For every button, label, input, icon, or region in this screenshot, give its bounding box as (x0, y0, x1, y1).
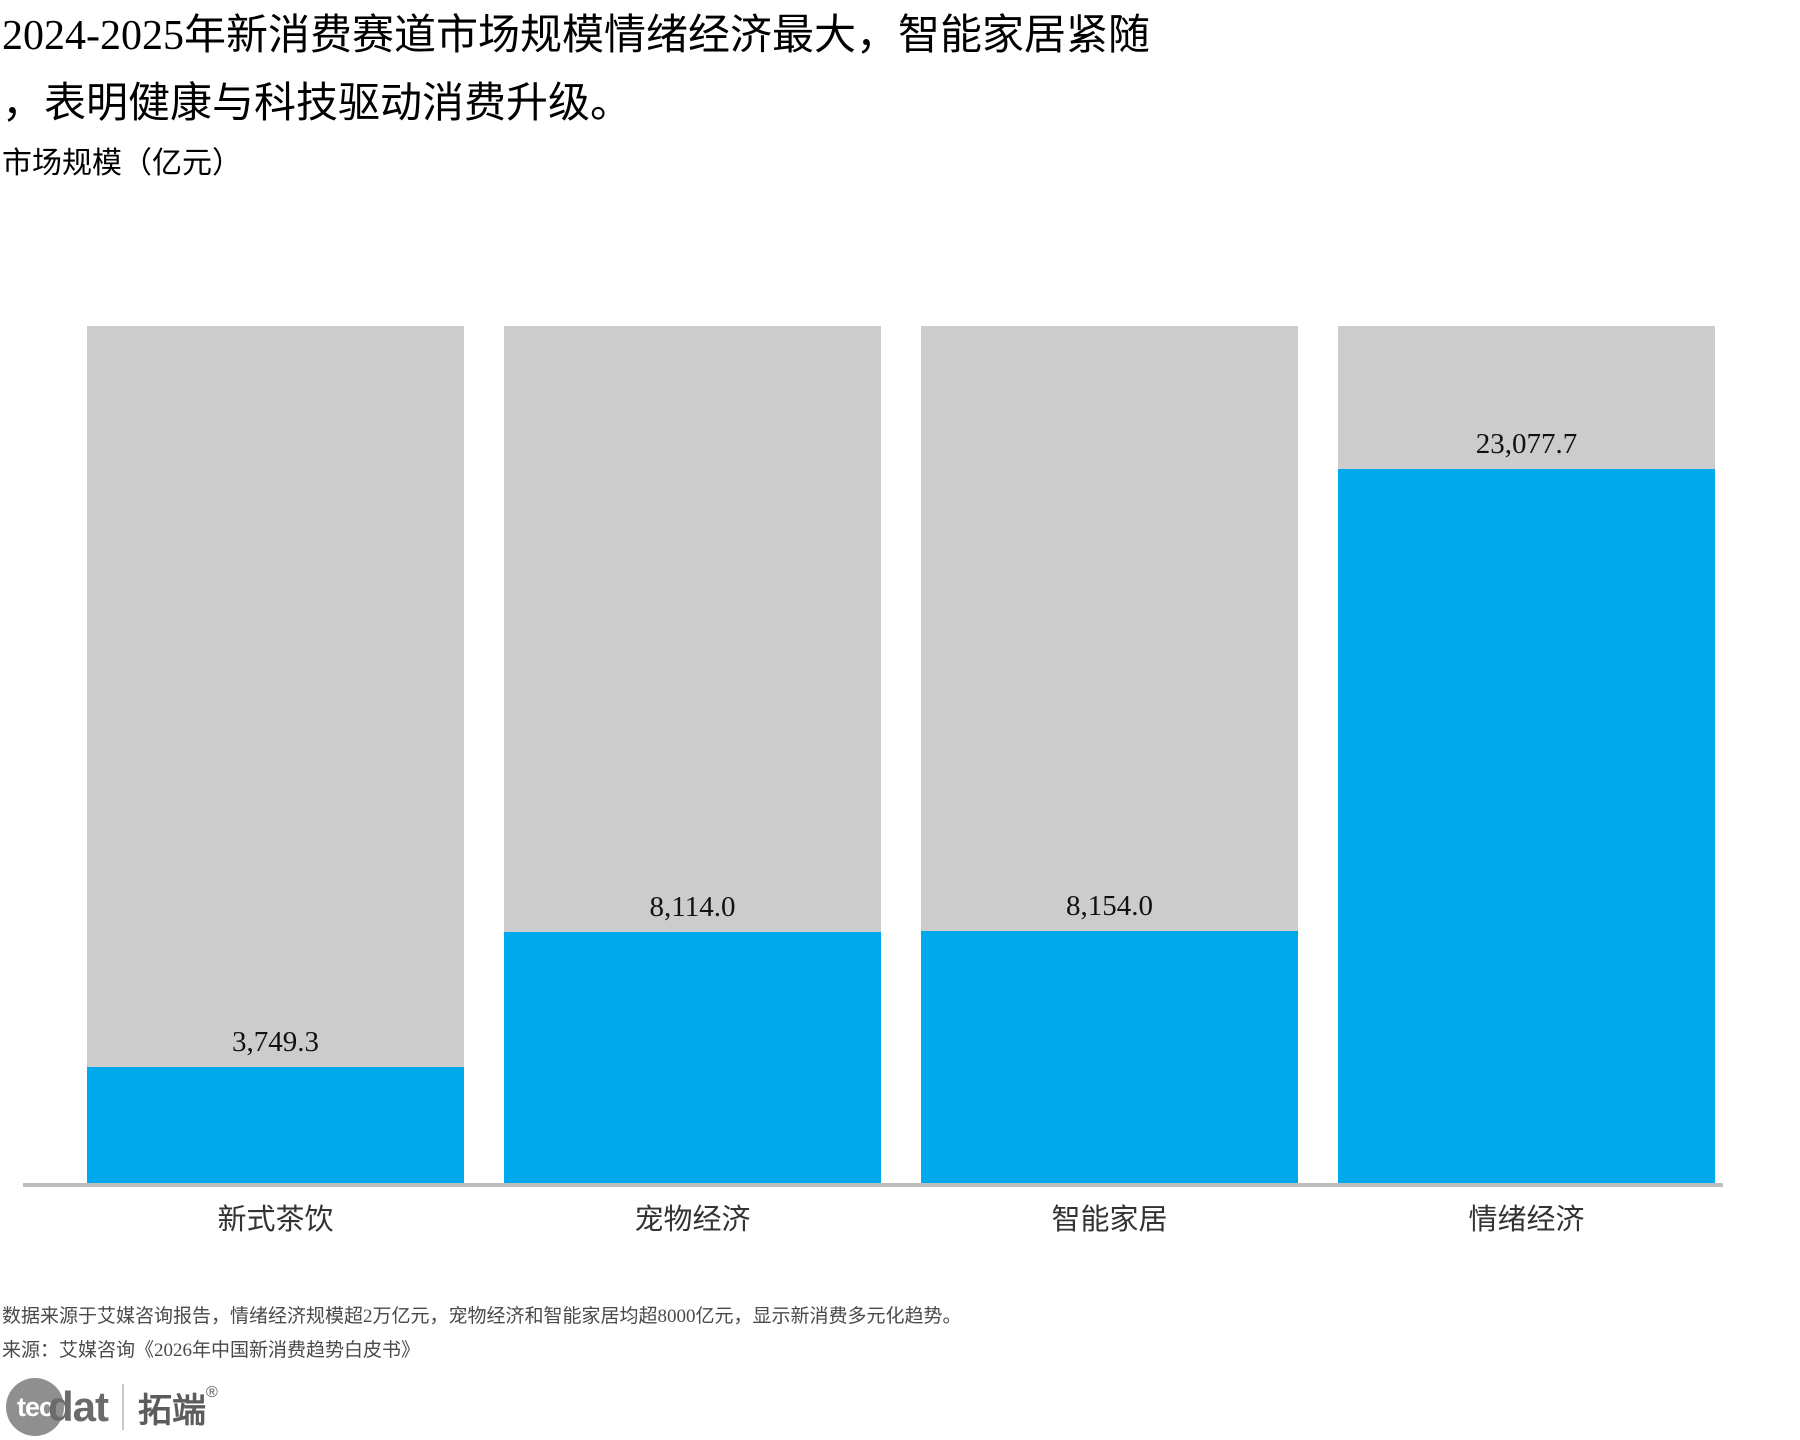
bar-value-label-1: 3,749.3 (232, 1026, 319, 1058)
logo-cjk-text: 拓端 (138, 1391, 206, 1430)
bar-chart: 3,749.3 8,114.0 8,154.0 23,077.7 (0, 326, 1800, 1183)
footer-source: 来源：艾媒咨询《2026年中国新消费趋势白皮书》 (2, 1340, 421, 1361)
axis-unit-label: 市场规模（亿元） (2, 147, 242, 180)
bar-fill-2 (504, 932, 881, 1183)
chart-title-line2: ，表明健康与科技驱动消费升级。 (2, 81, 633, 127)
chart-title-line1: 2024-2025年新消费赛道市场规模情绪经济最大，智能家居紧随 (2, 13, 1150, 59)
bar-value-label-4: 23,077.7 (1475, 428, 1578, 460)
bar-fill-3 (921, 931, 1298, 1183)
category-label-4: 情绪经济 (1468, 1204, 1585, 1236)
category-label-2: 宠物经济 (634, 1204, 751, 1236)
bar-track-1: 3,749.3 (87, 326, 464, 1183)
bar-value-label-2: 8,114.0 (649, 891, 736, 923)
bar-value-label-3: 8,154.0 (1066, 890, 1153, 922)
bar-track-2: 8,114.0 (504, 326, 881, 1183)
x-axis-line (23, 1183, 1723, 1187)
bar-track-4: 23,077.7 (1338, 326, 1715, 1183)
logo-circle-icon: tec (6, 1378, 64, 1436)
registered-trademark-icon: ® (206, 1384, 218, 1401)
logo-divider (122, 1384, 124, 1430)
logo-circle-text: tec (16, 1391, 54, 1422)
category-label-1: 新式茶饮 (217, 1204, 334, 1236)
bar-track-3: 8,154.0 (921, 326, 1298, 1183)
bar-fill-4 (1338, 469, 1715, 1183)
footer-note: 数据来源于艾媒咨询报告，情绪经济规模超2万亿元，宠物经济和智能家居均超8000亿… (2, 1306, 962, 1327)
category-label-3: 智能家居 (1051, 1204, 1168, 1236)
bar-fill-1 (87, 1067, 464, 1183)
chart-title: 2024-2025年新消费赛道市场规模情绪经济最大，智能家居紧随 ，表明健康与科… (2, 2, 1150, 138)
tecdat-logo: tec dat 拓端 ® (6, 1378, 218, 1436)
logo-wordmark: dat (48, 1383, 109, 1430)
